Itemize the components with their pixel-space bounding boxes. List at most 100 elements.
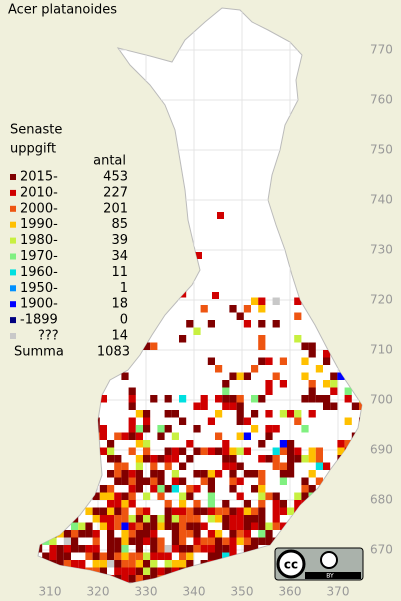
record-square bbox=[38, 477, 43, 485]
record-square bbox=[164, 425, 172, 433]
record-square bbox=[107, 545, 115, 553]
record-square bbox=[49, 395, 57, 403]
record-square bbox=[330, 515, 338, 523]
record-square bbox=[71, 507, 79, 515]
legend-swatch bbox=[10, 253, 16, 260]
record-square bbox=[344, 395, 352, 403]
ticks: 310 320 330 340 350 360 3706706806907007107207… bbox=[39, 43, 393, 599]
record-square bbox=[215, 507, 223, 515]
record-square bbox=[323, 500, 331, 508]
record-square bbox=[265, 567, 273, 575]
record-square bbox=[258, 297, 266, 305]
record-square bbox=[49, 552, 57, 560]
record-square bbox=[359, 507, 362, 515]
record-square bbox=[63, 470, 71, 478]
record-square bbox=[315, 582, 323, 583]
record-square bbox=[42, 575, 50, 583]
record-square bbox=[128, 515, 136, 523]
record-square bbox=[265, 530, 273, 538]
record-square bbox=[107, 560, 115, 568]
record-square bbox=[258, 440, 266, 448]
record-square bbox=[351, 455, 359, 463]
record-square bbox=[215, 552, 223, 560]
record-square bbox=[63, 425, 71, 433]
record-square bbox=[143, 567, 151, 575]
record-square bbox=[186, 545, 194, 553]
record-square bbox=[351, 530, 359, 538]
record-square bbox=[157, 537, 165, 545]
record-square bbox=[287, 522, 295, 530]
record-square bbox=[236, 417, 244, 425]
record-square bbox=[63, 552, 71, 560]
record-square bbox=[308, 515, 316, 523]
x-tick-label: 330 bbox=[135, 585, 158, 599]
record-square bbox=[272, 522, 280, 530]
record-square bbox=[229, 455, 237, 463]
record-square bbox=[157, 432, 165, 440]
record-square bbox=[251, 297, 259, 305]
record-square bbox=[49, 507, 57, 515]
record-square bbox=[85, 552, 93, 560]
record-square bbox=[222, 462, 230, 470]
record-square bbox=[351, 537, 359, 545]
record-square bbox=[49, 575, 57, 583]
record-square bbox=[337, 492, 345, 500]
record-square bbox=[128, 522, 136, 530]
record-square bbox=[128, 567, 136, 575]
record-square bbox=[251, 552, 259, 560]
record-square bbox=[315, 477, 323, 485]
record-square bbox=[315, 492, 323, 500]
record-square bbox=[359, 515, 362, 523]
record-square bbox=[179, 522, 187, 530]
record-square bbox=[56, 530, 64, 538]
record-square bbox=[236, 522, 244, 530]
record-square bbox=[207, 552, 215, 560]
record-square bbox=[200, 395, 208, 403]
record-square bbox=[92, 447, 100, 455]
record-square bbox=[359, 290, 362, 298]
total-label: Summa bbox=[14, 344, 64, 359]
record-square bbox=[186, 522, 194, 530]
record-square bbox=[63, 372, 71, 380]
record-square bbox=[258, 530, 266, 538]
record-square bbox=[294, 455, 302, 463]
record-square bbox=[56, 567, 64, 575]
record-square bbox=[171, 507, 179, 515]
record-square bbox=[308, 387, 316, 395]
record-square bbox=[207, 500, 215, 508]
record-square bbox=[128, 470, 136, 478]
x-tick-label: 360 bbox=[279, 585, 302, 599]
record-square bbox=[272, 515, 280, 523]
record-square bbox=[186, 492, 194, 500]
record-square bbox=[143, 417, 151, 425]
record-square bbox=[78, 575, 86, 583]
y-tick-label: 680 bbox=[370, 493, 393, 507]
record-square bbox=[200, 537, 208, 545]
record-square bbox=[279, 470, 287, 478]
record-square bbox=[38, 575, 43, 583]
record-square bbox=[207, 320, 215, 328]
record-square bbox=[315, 507, 323, 515]
record-square bbox=[121, 515, 129, 523]
record-square bbox=[179, 545, 187, 553]
record-square bbox=[265, 582, 273, 583]
record-square bbox=[78, 560, 86, 568]
record-square bbox=[150, 515, 158, 523]
record-square bbox=[171, 455, 179, 463]
record-square bbox=[344, 342, 352, 350]
record-square bbox=[114, 477, 122, 485]
record-square bbox=[279, 357, 287, 365]
record-square bbox=[301, 477, 309, 485]
record-square bbox=[150, 522, 158, 530]
record-square bbox=[337, 537, 345, 545]
record-square bbox=[258, 477, 266, 485]
legend-label: 2015- bbox=[20, 170, 58, 185]
record-square bbox=[179, 500, 187, 508]
record-square bbox=[143, 537, 151, 545]
record-square bbox=[351, 432, 359, 440]
record-square bbox=[135, 522, 143, 530]
record-square bbox=[179, 492, 187, 500]
record-square bbox=[207, 485, 215, 493]
record-square bbox=[308, 350, 316, 358]
record-square bbox=[366, 410, 373, 418]
